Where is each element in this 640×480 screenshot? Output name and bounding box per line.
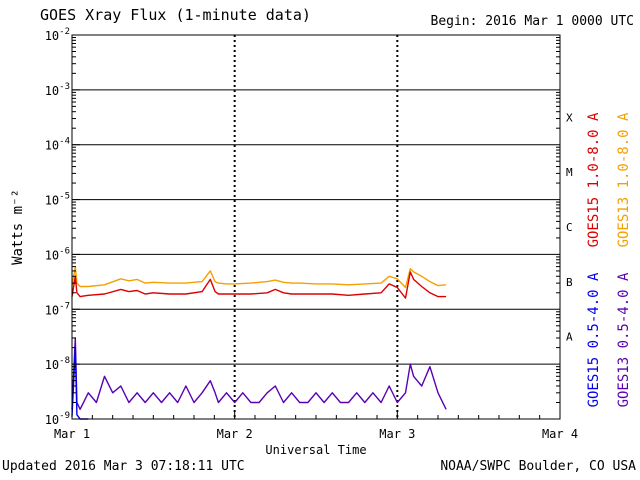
y-tick-label: 10-3 bbox=[45, 82, 70, 98]
y-tick-label: 10-9 bbox=[45, 411, 70, 427]
x-tick-label: Mar 4 bbox=[542, 427, 578, 441]
y-tick-label: 10-2 bbox=[45, 27, 70, 43]
flare-class-label: C bbox=[566, 221, 573, 234]
x-tick-label: Mar 3 bbox=[379, 427, 415, 441]
axis-layer: Mar 1 Mar 2 Mar 3 Mar 4 10-9 10-8 10-7 10-6 10-5… bbox=[10, 27, 578, 457]
y-tick-label: 10-5 bbox=[45, 192, 70, 208]
grid-layer bbox=[72, 35, 560, 419]
legend-layer: GOES15 1.0-8.0 A GOES13 1.0-8.0 A GOES15 0… bbox=[586, 112, 632, 407]
x-axis-label: Universal Time bbox=[265, 443, 366, 457]
plot-frame bbox=[71, 34, 561, 420]
begin-time: Begin: 2016 Mar 1 0000 UTC bbox=[430, 14, 635, 29]
series-line-0 bbox=[71, 265, 447, 289]
chart-title: GOES Xray Flux (1-minute data) bbox=[40, 6, 311, 24]
x-tick-label: Mar 2 bbox=[217, 427, 253, 441]
series-layer bbox=[71, 265, 447, 420]
legend-entry: GOES15 0.5-4.0 A bbox=[586, 272, 602, 407]
legend-entry: GOES13 0.5-4.0 A bbox=[616, 272, 632, 407]
flare-class-label: B bbox=[566, 276, 573, 289]
series-line-2 bbox=[71, 337, 447, 410]
y-tick-label: 10-4 bbox=[45, 137, 70, 153]
flare-class-label: X bbox=[566, 111, 573, 124]
y-tick-label: 10-7 bbox=[45, 301, 70, 317]
y-tick-label: 10-8 bbox=[45, 356, 70, 372]
y-tick-label: 10-6 bbox=[45, 246, 70, 262]
y-axis-label: Watts m⁻² bbox=[10, 189, 26, 265]
credit-text: NOAA/SWPC Boulder, CO USA bbox=[440, 459, 636, 474]
series-line-1 bbox=[71, 271, 447, 299]
legend-entry: GOES15 1.0-8.0 A bbox=[586, 112, 602, 247]
legend-entry: GOES13 1.0-8.0 A bbox=[616, 112, 632, 247]
flare-class-label: A bbox=[566, 331, 573, 344]
updated-timestamp: Updated 2016 Mar 3 07:18:11 UTC bbox=[2, 459, 245, 474]
x-tick-label: Mar 1 bbox=[54, 427, 90, 441]
flare-class-label: M bbox=[566, 166, 573, 179]
